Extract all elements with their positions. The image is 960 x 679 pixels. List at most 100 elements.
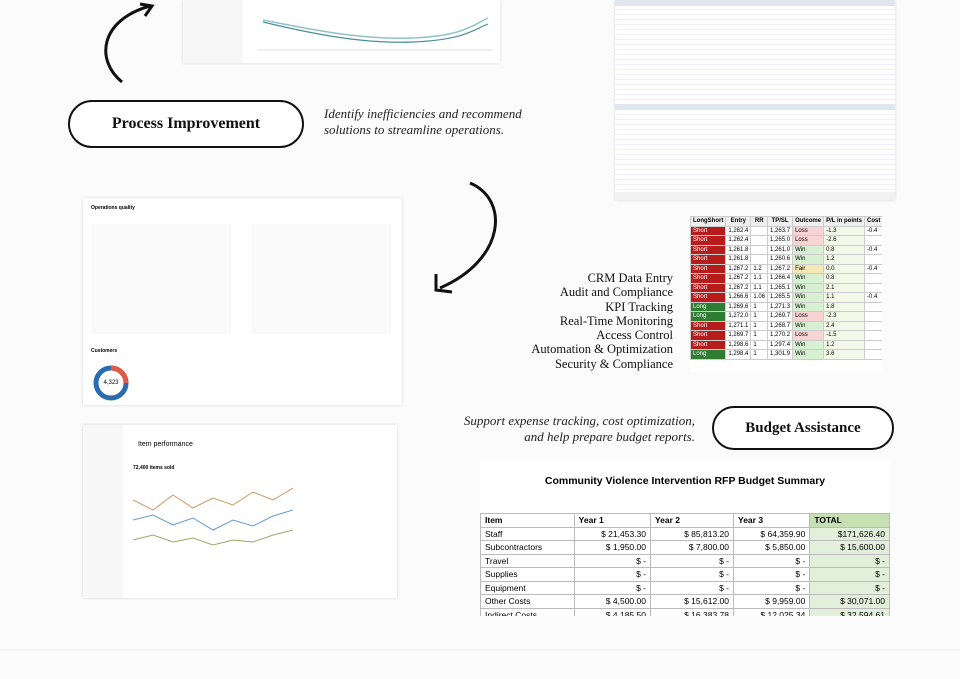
cell: $ 21,453.30 — [573, 526, 651, 541]
cell: 1 — [750, 339, 769, 350]
sheet-band — [615, 104, 895, 110]
cell — [863, 301, 882, 312]
cell: -0.4 — [863, 225, 882, 236]
line — [262, 17, 489, 40]
header-row: Item Year 1 Year 2 Year 3 TOTAL — [480, 513, 890, 528]
cell: -1.5 — [823, 330, 865, 341]
line — [133, 529, 293, 546]
row: Subcontractors $ 1,950.00 $ 7,800.00 $ 5,85… — [480, 540, 890, 555]
cell: Short — [690, 225, 727, 236]
header-cell: Outcome — [792, 216, 825, 227]
row: Short 1,267.2 1.1 1,266.4 Win 0.8 — [690, 273, 882, 284]
cell: 1.2 — [823, 339, 865, 350]
text-line: Identify inefficiencies and recommend — [324, 106, 522, 121]
donut: 4,323 — [93, 365, 129, 401]
cell: Short — [690, 282, 727, 293]
cell — [863, 282, 882, 293]
text-line: solutions to streamline operations. — [324, 122, 505, 137]
cell: $ 12,025.34 — [732, 607, 811, 616]
cell: 1,261.8 — [725, 254, 752, 265]
cell: 1.1 — [750, 282, 769, 293]
cell: Loss — [792, 225, 825, 236]
cell: Loss — [792, 311, 825, 322]
row: Staff $ 21,453.30 $ 85,813.20 $ 64,359.90 $1… — [480, 526, 890, 541]
cell: $ - — [732, 580, 811, 595]
chart-mock — [183, 0, 493, 63]
text-line: Support expense tracking, cost optimizat… — [463, 413, 695, 428]
cell: Win — [792, 273, 825, 284]
cell: Fair — [792, 263, 825, 274]
header-cell: RR — [750, 216, 769, 227]
service-item: Automation & Optimization — [531, 342, 673, 357]
row: Short 1,261.8 1,261.0 Win 0.8 -0.4 — [690, 244, 882, 255]
cell: 1,260.6 — [767, 254, 794, 265]
cell — [750, 244, 769, 255]
cell — [863, 330, 882, 341]
row: Long 1,269.6 1 1,271.3 Win 1.8 — [690, 301, 882, 312]
cell: Win — [792, 244, 825, 255]
trading-table: LongShort Entry RR TP/SL Outcome P/L in point… — [690, 216, 882, 360]
row: Short 1,269.7 1 1,270.2 Loss -1.5 — [690, 330, 882, 341]
cell — [863, 235, 882, 246]
cell: 1,266.4 — [767, 273, 794, 284]
cell: 1,269.7 — [725, 330, 752, 341]
cell: 1,261.0 — [767, 244, 794, 255]
cell: 1.06 — [750, 292, 769, 303]
process-button[interactable]: Process Improvement — [68, 100, 304, 148]
lines-mock — [133, 487, 293, 546]
cell: Short — [690, 263, 727, 274]
cell: 0.8 — [823, 273, 865, 284]
cell: $171,626.40 — [809, 526, 890, 541]
cell — [863, 320, 882, 331]
cell: 1,271.3 — [767, 301, 794, 312]
cell: Loss — [792, 330, 825, 341]
header-cell: Entry — [725, 216, 752, 227]
items-sold: 72,400 items sold — [133, 465, 175, 471]
cell: Win — [792, 349, 825, 360]
cell: 1,267.2 — [725, 282, 752, 293]
cell: 1,267.2 — [725, 263, 752, 274]
row: Short 1,271.1 1 1,268.7 Win 2.4 — [690, 320, 882, 331]
cell: 2.1 — [823, 282, 865, 293]
cell: 1,267.2 — [767, 263, 794, 274]
budget-button[interactable]: Budget Assistance — [712, 406, 894, 450]
header-cell: Year 3 — [732, 513, 811, 528]
cell: Subcontractors — [480, 540, 575, 555]
cell: $ - — [809, 553, 890, 568]
cell: 1,266.6 — [725, 292, 752, 303]
cell: 1,269.7 — [767, 311, 794, 322]
dashboard-screenshot: Operations quality Customers 4,323 — [83, 198, 402, 405]
cell: Win — [792, 254, 825, 265]
cell: $ 1,950.00 — [573, 540, 651, 555]
cell: 1.8 — [823, 301, 865, 312]
cell: Long — [690, 349, 727, 360]
cell: $ 7,800.00 — [649, 540, 735, 555]
row: Indirect Costs $ 4,185.50 $ 16,383.78 $ 12,… — [480, 607, 890, 616]
row: Long 1,272.0 1 1,269.7 Loss -2.3 — [690, 311, 882, 322]
header-cell: TP/SL — [767, 216, 794, 227]
donut-segment — [110, 365, 129, 384]
cell — [750, 225, 769, 236]
cell: $ 85,813.20 — [649, 526, 735, 541]
budget-description: Support expense tracking, cost optimizat… — [420, 413, 695, 445]
sheet-tabs — [615, 192, 895, 200]
cell: 1,272.0 — [725, 311, 752, 322]
cell: $ - — [573, 567, 651, 582]
cell: 1,265.5 — [767, 292, 794, 303]
cell: -0.4 — [863, 244, 882, 255]
line — [133, 487, 293, 511]
cell: Long — [690, 301, 727, 312]
header-cell: LongShort — [690, 216, 727, 227]
cell: 1,298.6 — [725, 339, 752, 350]
sidebar — [83, 425, 123, 598]
cell: Short — [690, 273, 727, 284]
cell: 1,271.1 — [725, 320, 752, 331]
row: Short 1,262.4 1,263.7 Loss -1.3 -0.4 — [690, 225, 882, 236]
line — [262, 21, 489, 43]
cell: 1 — [750, 311, 769, 322]
cell: 1,265.1 — [767, 282, 794, 293]
cell: 1.1 — [823, 292, 865, 303]
trading-screenshot: LongShort Entry RR TP/SL Outcome P/L in point… — [690, 216, 882, 372]
cell: Short — [690, 292, 727, 303]
